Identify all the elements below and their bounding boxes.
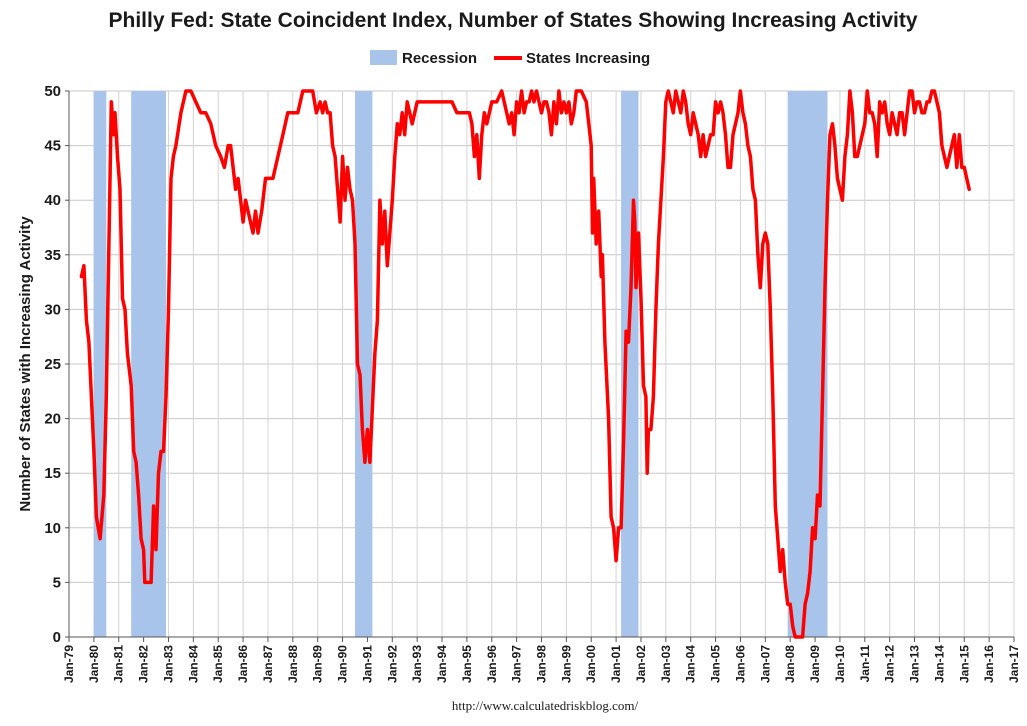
x-tick-label: Jan-01	[609, 645, 623, 683]
x-tick-label: Jan-82	[137, 645, 151, 683]
x-tick-label: Jan-84	[186, 645, 200, 683]
y-tick-label: 35	[44, 247, 61, 264]
legend-swatch-recession	[370, 50, 397, 65]
x-tick-label: Jan-03	[659, 645, 673, 683]
x-tick-label: Jan-13	[908, 645, 922, 683]
y-tick-label: 45	[44, 138, 61, 155]
x-tick-label: Jan-99	[559, 645, 573, 683]
x-tick-label: Jan-83	[161, 645, 175, 683]
legend-label-recession: Recession	[402, 50, 477, 67]
source-label: http://www.calculatedriskblog.com/	[452, 698, 639, 713]
x-tick-label: Jan-92	[385, 645, 399, 683]
x-tick-label: Jan-05	[709, 645, 723, 683]
y-tick-label: 30	[44, 301, 61, 318]
x-tick-label: Jan-11	[858, 645, 872, 683]
x-tick-label: Jan-07	[758, 645, 772, 683]
legend-label-states-increasing: States Increasing	[526, 50, 650, 67]
x-tick-label: Jan-79	[62, 645, 76, 683]
y-tick-label: 5	[53, 574, 61, 591]
x-tick-label: Jan-06	[733, 645, 747, 683]
x-tick-label: Jan-15	[957, 645, 971, 683]
x-tick-label: Jan-97	[510, 645, 524, 683]
x-tick-label: Jan-96	[485, 645, 499, 683]
x-tick-label: Jan-02	[634, 645, 648, 683]
chart-title: Philly Fed: State Coincident Index, Numb…	[108, 9, 917, 32]
y-tick-label: 40	[44, 192, 61, 209]
legend: Recession States Increasing	[370, 50, 650, 67]
x-tick-label: Jan-98	[535, 645, 549, 683]
x-tick-label: Jan-86	[236, 645, 250, 683]
y-tick-label: 15	[44, 465, 61, 482]
y-axis-label: Number of States with Increasing Activit…	[17, 216, 34, 512]
y-tick-label: 50	[44, 83, 61, 100]
series-line-states-increasing	[79, 89, 971, 639]
x-tick-label: Jan-17	[1007, 645, 1021, 683]
recession-band	[354, 91, 373, 637]
x-tick-label: Jan-93	[410, 645, 424, 683]
x-tick-label: Jan-16	[982, 645, 996, 683]
y-tick-label: 25	[44, 356, 61, 373]
x-tick-label: Jan-94	[435, 645, 449, 683]
x-tick-label: Jan-12	[883, 645, 897, 683]
x-tick-label: Jan-81	[112, 645, 126, 683]
x-tick-label: Jan-90	[336, 645, 350, 683]
y-tick-label: 20	[44, 411, 61, 428]
recession-band	[93, 91, 107, 637]
x-tick-label: Jan-10	[833, 645, 847, 683]
y-tick-label: 0	[53, 629, 61, 646]
recession-band	[131, 91, 166, 637]
x-tick-label: Jan-04	[684, 645, 698, 683]
plot-area: 0 5 10 15 20 25 30 35 40 45 50 Jan-79 Jan-80 Jan-81 Ja…	[44, 83, 1021, 683]
x-tick-label: Jan-95	[460, 645, 474, 683]
x-tick-label: Jan-14	[932, 645, 946, 683]
x-tick-label: Jan-89	[311, 645, 325, 683]
x-tick-label: Jan-00	[584, 645, 598, 683]
x-tick-label: Jan-91	[360, 645, 374, 683]
x-tick-label: Jan-88	[286, 645, 300, 683]
x-tick-label: Jan-85	[211, 645, 225, 683]
x-tick-label: Jan-87	[261, 645, 275, 683]
x-tick-label: Jan-08	[783, 645, 797, 683]
y-tick-label: 10	[44, 520, 61, 537]
x-tick-label: Jan-09	[808, 645, 822, 683]
recession-band	[787, 91, 828, 637]
x-tick-label: Jan-80	[87, 645, 101, 683]
